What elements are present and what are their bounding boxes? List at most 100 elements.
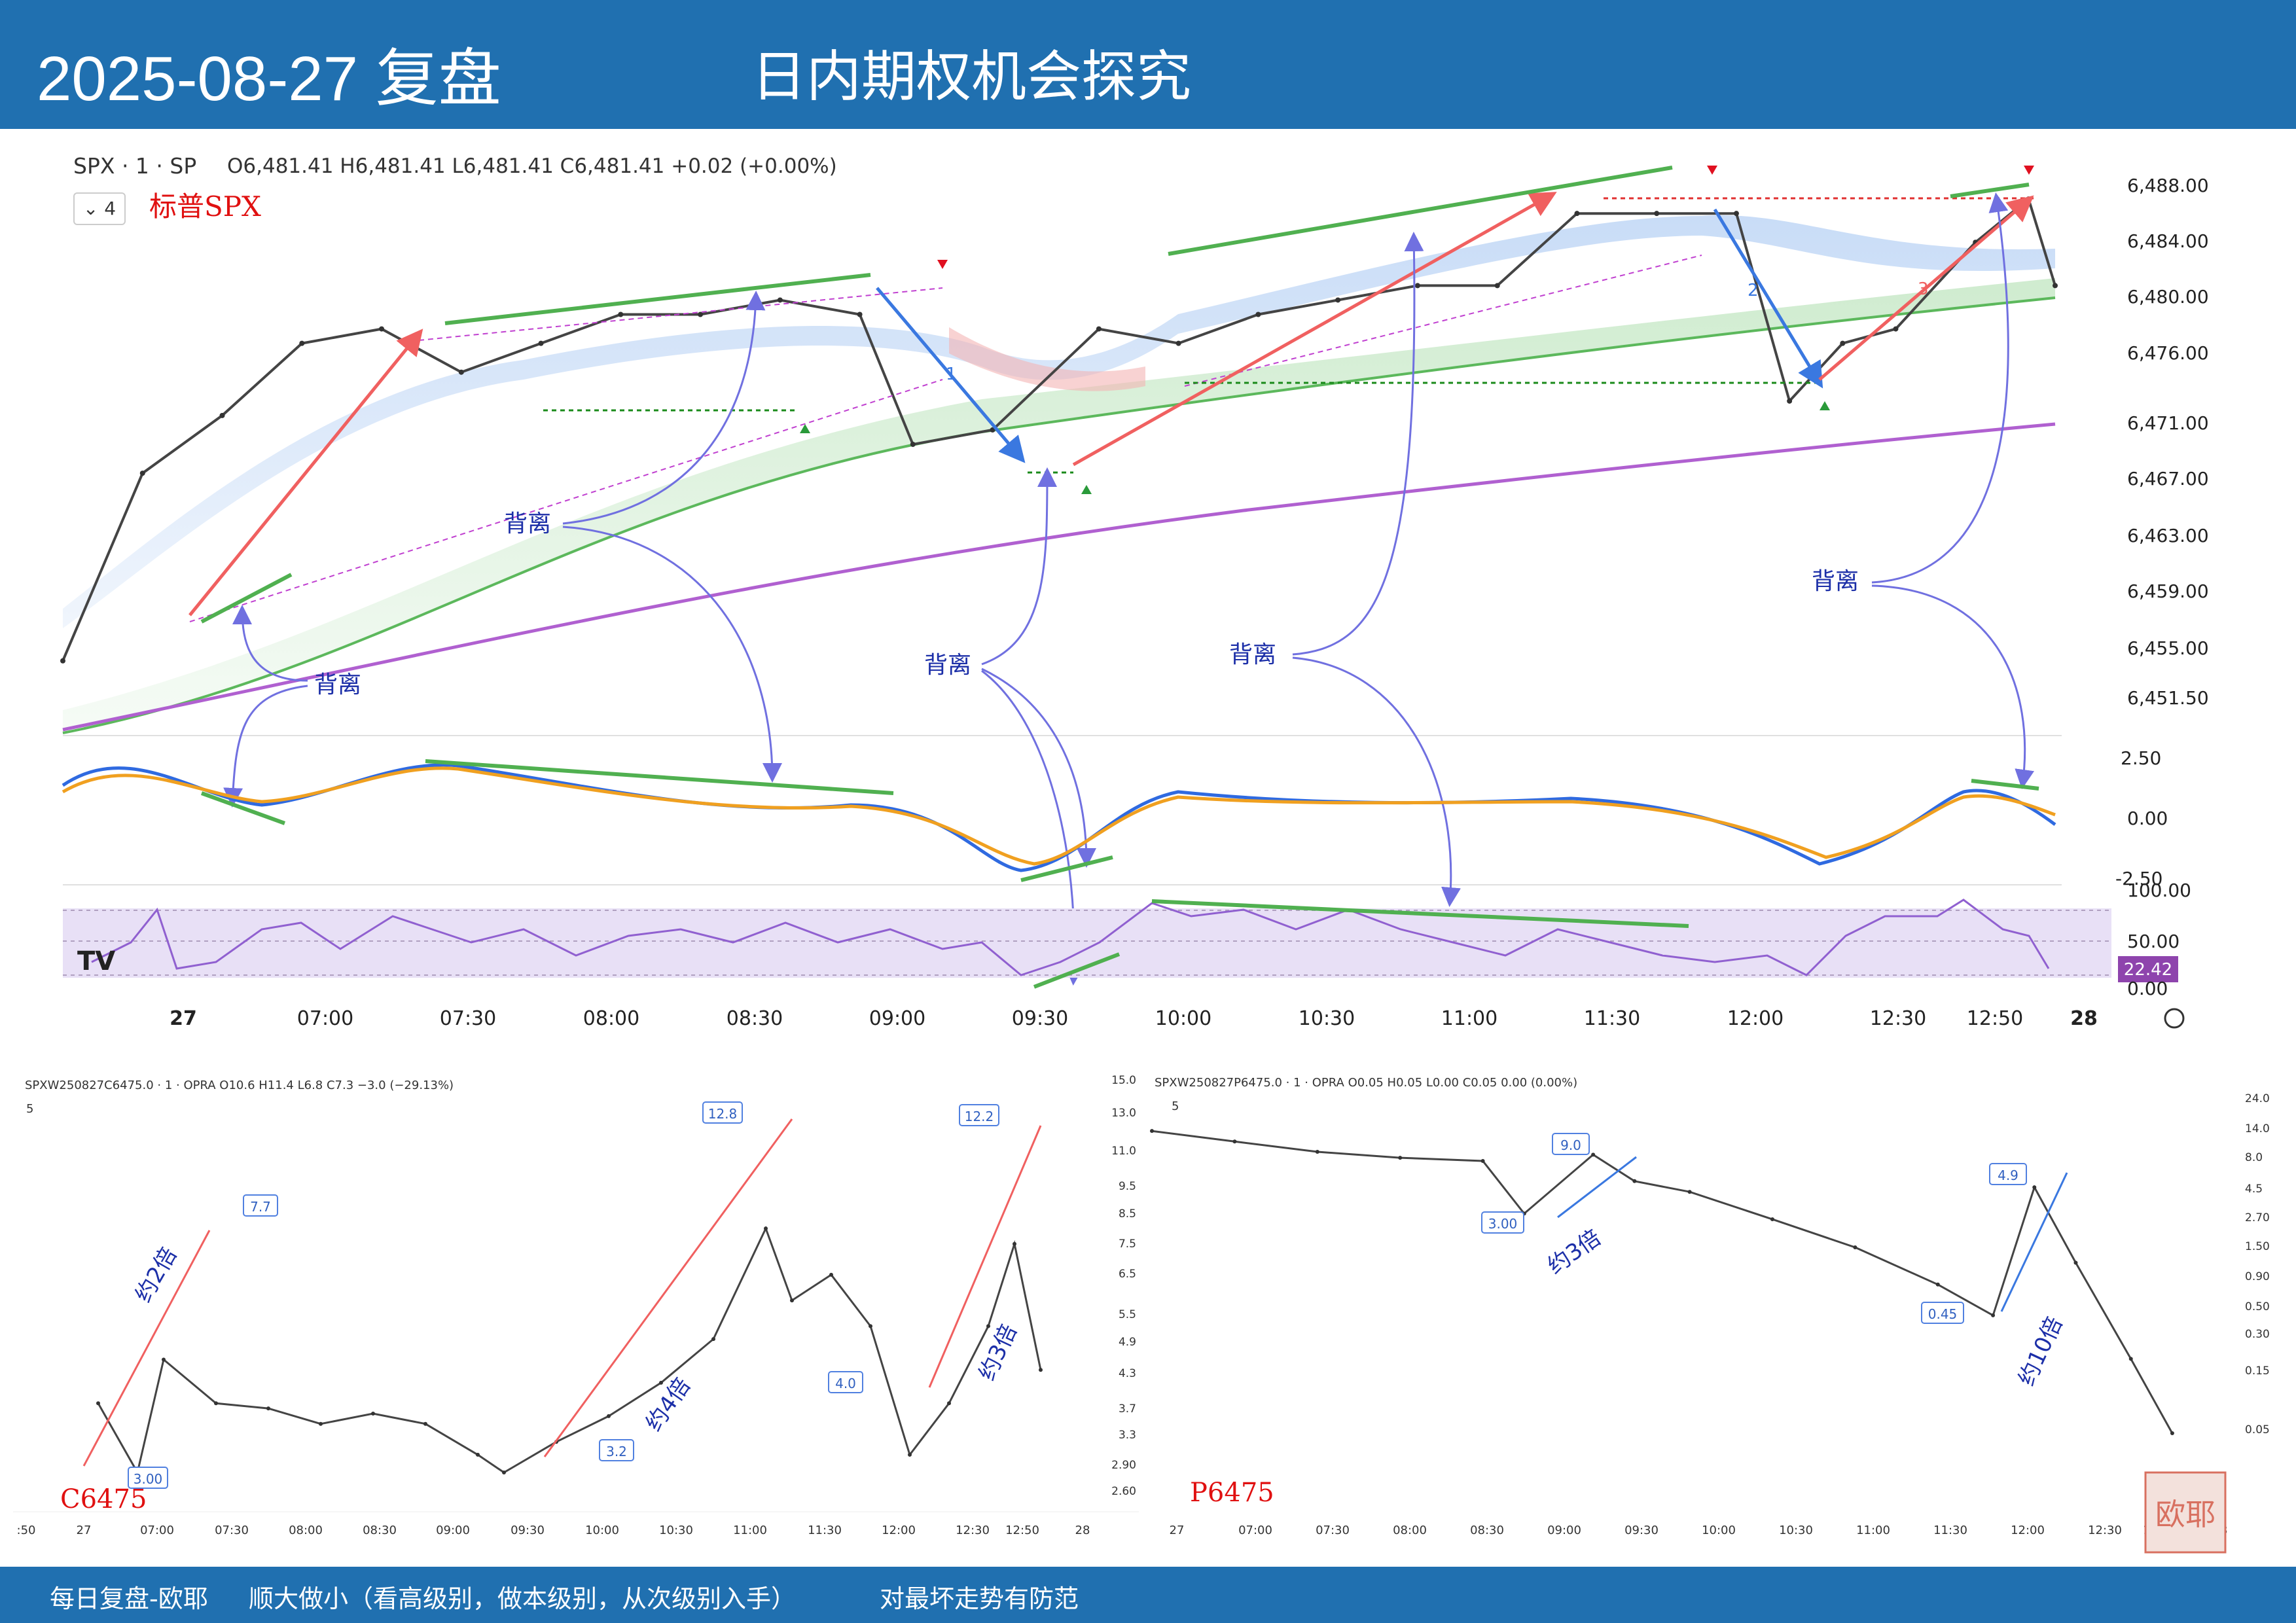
x-tick: 09:00 xyxy=(869,1007,925,1030)
put-x-tick: 12:30 xyxy=(2088,1524,2122,1537)
put-point xyxy=(1150,1129,1154,1133)
spx-point xyxy=(1733,211,1739,217)
call-point xyxy=(96,1401,100,1406)
put-x-tick: 09:00 xyxy=(1547,1524,1581,1537)
rsi-divergence-line xyxy=(1151,899,1689,928)
spx-point xyxy=(379,326,385,332)
buy-marker xyxy=(1820,401,1830,410)
call-x-tick: 08:30 xyxy=(363,1524,397,1537)
put-point xyxy=(1935,1282,1940,1287)
x-tick: 28 xyxy=(2070,1007,2098,1030)
put-x-tick: 10:30 xyxy=(1779,1524,1813,1537)
put-x-tick: 07:00 xyxy=(1238,1524,1272,1537)
x-tick: 07:30 xyxy=(440,1007,496,1030)
put-right-tick: 0.15 xyxy=(2245,1364,2270,1378)
call-point xyxy=(214,1401,218,1406)
settings-gear-icon[interactable] xyxy=(2164,1008,2185,1029)
channel-line-lower xyxy=(189,379,943,622)
rsi-tick: 0.00 xyxy=(2127,978,2168,999)
put-up-arrow xyxy=(2000,1172,2068,1312)
spx-point xyxy=(219,412,225,418)
sell-marker xyxy=(937,260,948,269)
divergence-line xyxy=(1950,183,2030,198)
call-x-tick: 12:50 xyxy=(1005,1524,1039,1537)
put-x-tick: 12:00 xyxy=(2011,1524,2045,1537)
ma200-line xyxy=(62,422,2056,732)
x-tick: 11:00 xyxy=(1441,1007,1498,1030)
put-point xyxy=(2073,1260,2078,1265)
put-left-tick: 5.5 xyxy=(1119,1308,1136,1321)
ma-band-red xyxy=(949,327,1145,391)
buy-marker xyxy=(800,424,810,433)
put-point xyxy=(1315,1149,1319,1154)
up-trend-arrow xyxy=(188,329,423,616)
spx-point xyxy=(698,312,704,317)
call-indicator-count: 5 xyxy=(26,1102,33,1116)
call-price-tags: 7.7 3.00 12.8 3.2 12.2 4.0 xyxy=(128,1101,999,1489)
divergence-label: 背离 xyxy=(314,671,361,698)
svg-text:9.0: 9.0 xyxy=(1560,1137,1581,1153)
put-up-arrow xyxy=(1557,1156,1637,1219)
divergence-label: 背离 xyxy=(504,510,551,537)
put-x-tick: 08:00 xyxy=(1393,1524,1427,1537)
spx-point xyxy=(1574,211,1580,217)
channel-line-upper xyxy=(418,287,943,341)
main-x-axis: 27 07:00 07:30 08:00 08:30 09:00 09:30 10:00 10:… xyxy=(170,1007,2098,1030)
main-chart-label: 标普SPX xyxy=(149,190,261,223)
x-tick: 08:30 xyxy=(726,1007,783,1030)
put-left-tick: 3.3 xyxy=(1119,1429,1136,1442)
author-seal-stamp xyxy=(2144,1471,2227,1554)
spx-price-line xyxy=(62,196,2056,662)
main-symbol[interactable]: SPX · 1 · SP xyxy=(73,153,197,179)
put-right-tick: 2.70 xyxy=(2245,1211,2270,1224)
call-point xyxy=(607,1414,611,1418)
put-left-tick: 13.0 xyxy=(1111,1107,1136,1120)
macd-divergence-line xyxy=(1020,855,1113,882)
x-tick: 12:30 xyxy=(1870,1007,1926,1030)
call-point xyxy=(266,1406,270,1411)
put-point xyxy=(1770,1217,1774,1222)
sell-marker xyxy=(1707,166,1717,175)
call-x-tick: 11:00 xyxy=(733,1524,767,1537)
put-right-axis: 24.0 14.0 8.0 4.5 2.70 1.50 0.90 0.50 0.30 0.15 0.… xyxy=(2245,1092,2270,1436)
macd-divergence-line xyxy=(200,791,286,825)
put-left-tick: 2.60 xyxy=(1111,1485,1136,1498)
call-x-tick: 09:30 xyxy=(511,1524,545,1537)
call-up-arrow xyxy=(928,1125,1042,1388)
wave-label-2: 2 xyxy=(1748,281,1759,300)
spx-point xyxy=(1893,326,1899,332)
call-x-tick: 07:30 xyxy=(215,1524,249,1537)
call-point xyxy=(1039,1368,1043,1372)
spx-point xyxy=(1414,283,1420,289)
put-point xyxy=(2170,1431,2174,1435)
call-symbol[interactable]: SPXW250827C6475.0 · 1 · OPRA O10.6 H11.4… xyxy=(25,1079,454,1092)
ma-band-green xyxy=(63,278,2055,733)
call-x-tick: 27 xyxy=(77,1524,92,1537)
y-tick: 6,484.00 xyxy=(2127,230,2209,252)
put-chart-label: P6475 xyxy=(1190,1478,1274,1508)
y-tick: 6,451.50 xyxy=(2127,687,2209,709)
put-x-tick: 10:00 xyxy=(1702,1524,1736,1537)
x-tick: 11:30 xyxy=(1584,1007,1640,1030)
rsi-tick: 50.00 xyxy=(2127,931,2179,952)
put-left-tick: 2.90 xyxy=(1111,1459,1136,1472)
divergence-label: 背离 xyxy=(1812,568,1859,595)
ma-band-blue xyxy=(63,215,2055,628)
indicator-toggle-button[interactable]: ⌄ 4 xyxy=(73,192,126,225)
macd-signal-line xyxy=(62,766,2056,866)
sell-marker xyxy=(2024,166,2034,175)
put-multiple-label: 约10倍 xyxy=(2013,1313,2068,1390)
call-x-tick: 08:00 xyxy=(289,1524,323,1537)
spx-point xyxy=(1255,312,1261,317)
call-point xyxy=(711,1337,715,1342)
x-tick: 09:30 xyxy=(1012,1007,1068,1030)
call-x-tick: 11:30 xyxy=(808,1524,842,1537)
call-point xyxy=(947,1401,951,1406)
tradingview-logo-icon: TV xyxy=(77,946,115,976)
svg-text:7.7: 7.7 xyxy=(250,1199,271,1215)
divergence-line xyxy=(200,573,293,624)
put-symbol[interactable]: SPXW250827P6475.0 · 1 · OPRA O0.05 H0.05… xyxy=(1155,1076,1578,1090)
chevron-down-icon: ⌄ xyxy=(82,198,99,219)
call-point xyxy=(371,1412,375,1416)
